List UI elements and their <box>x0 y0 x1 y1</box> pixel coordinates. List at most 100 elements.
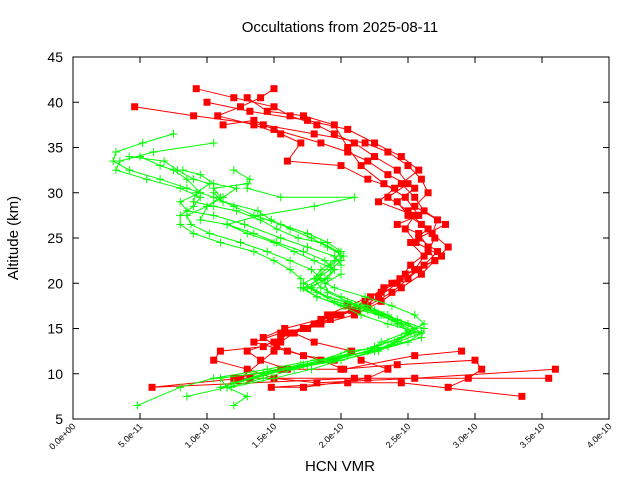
data-point <box>290 247 299 256</box>
data-point <box>149 148 158 157</box>
data-point <box>299 247 308 256</box>
data-point <box>411 352 419 360</box>
data-point <box>420 319 429 328</box>
data-point <box>267 215 276 224</box>
data-point <box>401 225 409 233</box>
y-tick-label: 30 <box>47 185 63 201</box>
series-line <box>112 133 409 406</box>
data-point <box>407 261 415 269</box>
data-point <box>270 125 278 133</box>
data-point <box>303 243 312 252</box>
x-tick-label: 2.5e-10 <box>384 421 413 450</box>
data-point <box>404 162 412 170</box>
data-point <box>316 270 325 279</box>
data-point <box>182 392 191 401</box>
data-point <box>313 320 321 328</box>
series-green-profile-3 <box>136 152 429 387</box>
data-point <box>310 338 318 346</box>
data-point <box>203 98 211 106</box>
data-point <box>337 162 345 170</box>
data-point <box>189 175 198 184</box>
data-point <box>229 401 238 410</box>
data-point <box>323 292 332 301</box>
data-point <box>377 288 385 296</box>
data-point <box>357 310 366 319</box>
x-axis-label: HCN VMR <box>305 458 375 475</box>
data-point <box>393 198 401 206</box>
data-point <box>442 220 450 228</box>
data-point <box>379 310 388 319</box>
data-point <box>243 184 252 193</box>
data-point <box>375 198 383 206</box>
data-point <box>344 148 352 156</box>
data-point <box>196 215 205 224</box>
data-point <box>310 130 318 138</box>
data-point <box>428 229 436 237</box>
data-point <box>250 121 258 129</box>
data-point <box>307 234 316 242</box>
data-point <box>353 301 362 310</box>
data-point <box>344 379 352 387</box>
data-point <box>330 265 339 274</box>
data-point <box>257 94 265 102</box>
y-tick-label: 15 <box>47 321 63 337</box>
data-point <box>133 401 142 410</box>
data-point <box>431 257 439 265</box>
data-point <box>286 112 294 120</box>
data-point <box>243 229 252 238</box>
data-point <box>250 116 258 124</box>
data-point <box>415 211 423 219</box>
data-point <box>420 207 428 215</box>
data-point <box>518 392 526 400</box>
data-point <box>286 256 295 265</box>
data-point <box>551 365 559 373</box>
data-point <box>304 325 311 332</box>
data-point <box>411 211 419 219</box>
data-point <box>391 184 399 192</box>
data-point <box>272 224 281 233</box>
data-point <box>407 239 415 247</box>
data-point <box>344 144 352 151</box>
data-point <box>236 238 245 247</box>
data-point <box>410 310 419 319</box>
data-point <box>415 234 423 242</box>
data-point <box>270 85 278 93</box>
series-line <box>139 156 425 384</box>
data-point <box>330 121 338 129</box>
series-green-profile-5 <box>125 152 429 392</box>
data-point <box>216 238 225 247</box>
series-red-profile-4 <box>214 85 553 382</box>
data-point <box>364 175 372 183</box>
x-tick-label: 5.0e-11 <box>116 421 144 449</box>
data-point <box>216 374 225 383</box>
plot-frame <box>72 56 610 420</box>
data-point <box>237 103 244 111</box>
data-point <box>317 315 325 323</box>
data-point <box>344 302 352 310</box>
data-point <box>237 374 244 382</box>
data-point <box>249 211 258 220</box>
data-point <box>209 188 218 197</box>
chart-title: Occultations from 2025-08-11 <box>242 19 439 36</box>
data-point <box>182 175 191 184</box>
data-point <box>323 243 332 252</box>
data-point <box>263 247 272 256</box>
data-point <box>270 374 278 383</box>
data-point <box>276 193 285 202</box>
data-point <box>361 292 370 301</box>
data-point <box>393 166 401 174</box>
data-point <box>387 301 396 310</box>
data-point <box>404 207 412 215</box>
data-point <box>384 193 392 201</box>
data-point <box>111 166 120 175</box>
data-point <box>380 180 388 188</box>
data-point <box>438 252 445 260</box>
x-tick-label: 2.0e-10 <box>317 421 346 450</box>
data-point <box>350 193 359 202</box>
data-point <box>294 234 303 242</box>
data-point <box>411 202 419 210</box>
data-point <box>243 365 251 373</box>
data-point <box>283 329 291 337</box>
data-point <box>339 252 348 261</box>
data-point <box>277 338 285 346</box>
